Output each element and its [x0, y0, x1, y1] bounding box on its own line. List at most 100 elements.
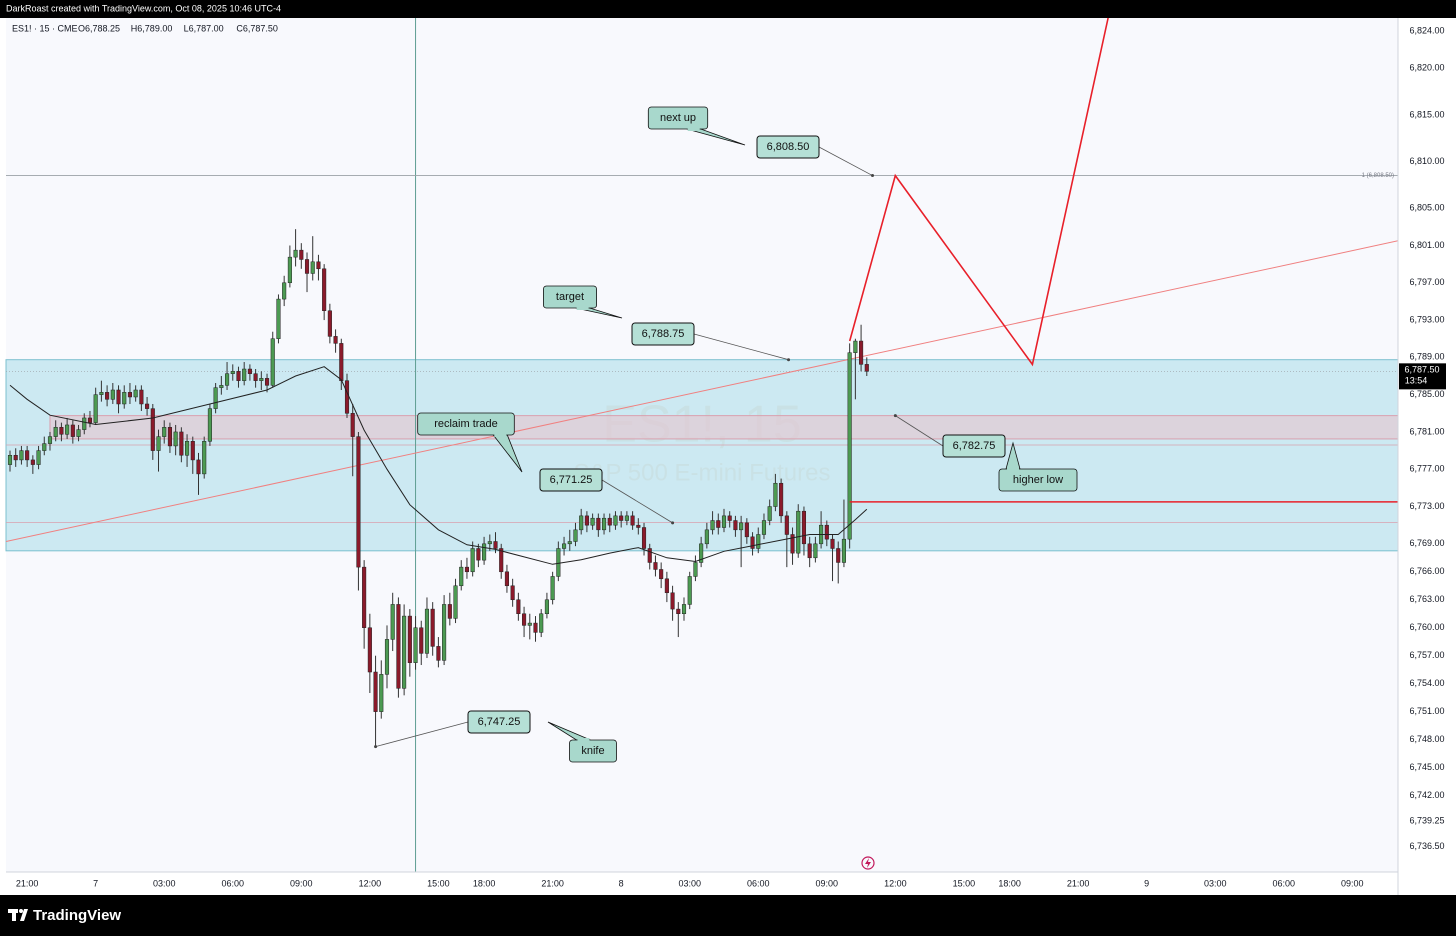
y-tick-label: 6,751.00 [1409, 706, 1444, 716]
candle-body [25, 450, 30, 461]
candle-body [659, 569, 664, 580]
x-tick-label: 03:00 [678, 878, 701, 888]
candle-body [413, 627, 418, 663]
candle-body [122, 392, 127, 405]
note-text: reclaim trade [434, 418, 498, 430]
candle-body [556, 548, 561, 577]
credit: DarkRoast created with TradingView.com, … [6, 3, 281, 13]
candle-body [299, 249, 304, 260]
ohlc-value: O6,788.25 [78, 23, 120, 33]
ohlc-value: C6,787.50 [236, 23, 278, 33]
x-tick-label: 8 [619, 878, 624, 888]
candle-body [716, 520, 721, 528]
candle-body [579, 515, 584, 531]
candle-body [264, 378, 270, 386]
candle-body [276, 298, 281, 339]
y-tick-label: 6,801.00 [1409, 240, 1444, 250]
candle-body [110, 389, 115, 400]
note-text: higher low [1013, 474, 1063, 486]
y-tick-label: 6,745.00 [1409, 762, 1444, 772]
note-box [631, 322, 695, 346]
candle-body [864, 364, 869, 372]
candle-body [761, 520, 767, 535]
note-box [417, 412, 515, 436]
candle-body [430, 608, 435, 647]
y-tick-label: 6,742.00 [1409, 790, 1444, 800]
candle-body [830, 538, 835, 549]
x-tick-label: 06:00 [747, 878, 770, 888]
y-tick-label: 6,793.00 [1409, 314, 1444, 324]
candle-body [773, 482, 778, 507]
candle-body [527, 622, 532, 626]
candle-body [470, 548, 475, 573]
candle-body [236, 371, 241, 381]
candle-body [419, 627, 424, 654]
y-tick-label: 6,773.00 [1409, 501, 1444, 511]
candle-body [664, 578, 669, 594]
candle-body [247, 368, 252, 374]
candle-body [379, 674, 384, 712]
candle-body [162, 427, 167, 437]
y-tick-label: 6,766.00 [1409, 566, 1444, 576]
candle-body [407, 615, 412, 663]
y-tick-label: 6,797.00 [1409, 277, 1444, 287]
candle-body [607, 517, 612, 526]
candle-body [225, 373, 230, 386]
candle-body [316, 261, 321, 270]
note-box [569, 739, 617, 763]
top-bar [0, 0, 1456, 18]
candle-body [544, 599, 549, 614]
x-tick-label: 21:00 [1067, 878, 1090, 888]
x-tick-label: 03:00 [1204, 878, 1227, 888]
candle-body [219, 385, 224, 388]
candle-body [396, 604, 401, 689]
candle-body [150, 408, 155, 451]
moving-average [9, 366, 868, 565]
lightning-icon [861, 856, 875, 870]
trend-line [5, 240, 1399, 542]
note-text: target [556, 291, 584, 303]
candle-body [322, 268, 327, 311]
candle-body [562, 543, 567, 549]
candle-body [636, 524, 641, 528]
x-tick-label: 03:00 [153, 878, 176, 888]
candle-body [36, 450, 41, 465]
x-tick-label: 15:00 [953, 878, 976, 888]
y-tick-label: 6,777.00 [1409, 464, 1444, 474]
y-tick-label: 6,785.00 [1409, 389, 1444, 399]
y-tick-label: 6,769.00 [1409, 538, 1444, 548]
candle-body [790, 534, 795, 554]
y-tick-label: 6,763.00 [1409, 594, 1444, 604]
note-text: 6,782.75 [953, 440, 996, 452]
candle-body [185, 441, 190, 456]
candle-body [733, 520, 738, 531]
y-tick-label: 6,789.00 [1409, 352, 1444, 362]
candle-body [801, 510, 807, 545]
candle-body [424, 608, 430, 654]
candle-body [710, 520, 715, 531]
x-tick-label: 09:00 [816, 878, 839, 888]
candle-body [550, 576, 555, 601]
note-box [467, 710, 531, 734]
candle-body [681, 604, 687, 614]
last-price-box [1399, 363, 1446, 390]
x-tick-label: 06:00 [1272, 878, 1295, 888]
candle-body [190, 441, 195, 461]
candle-body [756, 534, 761, 549]
candle-body [173, 431, 178, 447]
candle-body [30, 459, 35, 465]
note-anchor [871, 174, 875, 178]
note-leader [693, 333, 789, 361]
candle-body [259, 378, 264, 381]
note-anchor [787, 358, 791, 362]
note-text: next up [660, 112, 696, 124]
note-cover [494, 433, 507, 437]
y-tick-label: 6,820.00 [1409, 63, 1444, 73]
candle-body [350, 413, 355, 437]
candle-body [442, 604, 447, 661]
candle-body [13, 455, 18, 461]
candle-body [436, 646, 441, 661]
candle-body [127, 392, 132, 398]
y-tick-label: 6,810.00 [1409, 156, 1444, 166]
candle-body [796, 510, 801, 554]
